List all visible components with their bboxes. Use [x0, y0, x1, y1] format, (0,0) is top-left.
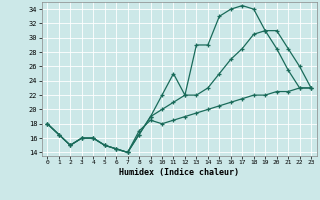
- X-axis label: Humidex (Indice chaleur): Humidex (Indice chaleur): [119, 168, 239, 177]
